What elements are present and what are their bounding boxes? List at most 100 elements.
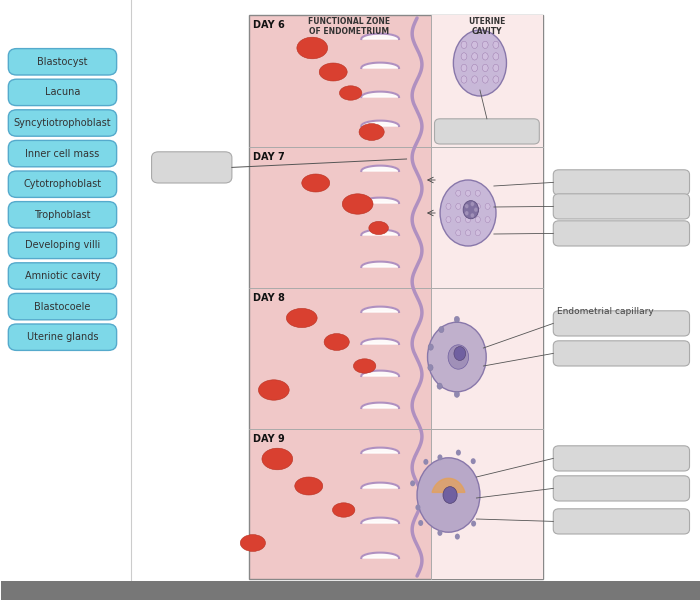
FancyBboxPatch shape: [8, 140, 117, 167]
Ellipse shape: [461, 64, 467, 71]
Text: Cytotrophoblast: Cytotrophoblast: [23, 179, 102, 189]
Polygon shape: [361, 307, 399, 312]
Polygon shape: [361, 262, 399, 267]
Text: Blastocyst: Blastocyst: [37, 57, 88, 67]
Ellipse shape: [493, 41, 499, 49]
FancyBboxPatch shape: [8, 232, 117, 259]
Ellipse shape: [240, 535, 265, 551]
Ellipse shape: [446, 203, 451, 209]
Ellipse shape: [428, 322, 486, 392]
Text: Blastocoele: Blastocoele: [34, 302, 91, 311]
FancyBboxPatch shape: [553, 341, 690, 366]
Polygon shape: [361, 403, 399, 408]
Ellipse shape: [465, 204, 469, 209]
Polygon shape: [361, 166, 399, 171]
Ellipse shape: [463, 200, 479, 219]
Ellipse shape: [482, 41, 488, 49]
Ellipse shape: [485, 203, 490, 209]
Text: Trophoblast: Trophoblast: [34, 210, 91, 220]
Ellipse shape: [475, 217, 480, 223]
Text: DAY 8: DAY 8: [253, 293, 285, 303]
Polygon shape: [361, 553, 399, 558]
FancyBboxPatch shape: [249, 15, 542, 579]
Ellipse shape: [446, 217, 451, 223]
Polygon shape: [361, 34, 399, 39]
Polygon shape: [361, 338, 399, 344]
Ellipse shape: [482, 53, 488, 60]
Ellipse shape: [455, 533, 460, 539]
Text: Amniotic cavity: Amniotic cavity: [25, 271, 100, 281]
FancyBboxPatch shape: [553, 170, 690, 195]
Ellipse shape: [461, 53, 467, 60]
FancyBboxPatch shape: [431, 147, 542, 288]
Text: DAY 7: DAY 7: [253, 152, 285, 162]
Ellipse shape: [295, 477, 323, 495]
Text: Inner cell mass: Inner cell mass: [25, 149, 99, 158]
Text: DAY 9: DAY 9: [253, 434, 285, 444]
Ellipse shape: [417, 458, 480, 532]
Polygon shape: [361, 448, 399, 453]
Ellipse shape: [475, 190, 480, 196]
FancyBboxPatch shape: [431, 288, 542, 429]
FancyBboxPatch shape: [1, 581, 700, 600]
Ellipse shape: [461, 41, 467, 49]
Polygon shape: [361, 371, 399, 376]
Ellipse shape: [369, 221, 389, 235]
Ellipse shape: [428, 364, 433, 371]
Ellipse shape: [418, 520, 424, 526]
Ellipse shape: [466, 230, 470, 236]
FancyBboxPatch shape: [152, 152, 232, 183]
Text: Endometrial capillary: Endometrial capillary: [556, 307, 654, 317]
Polygon shape: [361, 92, 399, 97]
Ellipse shape: [461, 76, 467, 83]
Ellipse shape: [472, 41, 477, 49]
FancyBboxPatch shape: [431, 429, 542, 579]
Ellipse shape: [342, 194, 373, 214]
Ellipse shape: [454, 347, 466, 361]
Ellipse shape: [466, 203, 470, 209]
Polygon shape: [361, 482, 399, 488]
Text: UTERINE
CAVITY: UTERINE CAVITY: [468, 17, 505, 36]
Ellipse shape: [438, 530, 442, 536]
Ellipse shape: [474, 208, 478, 212]
Ellipse shape: [465, 211, 469, 215]
Ellipse shape: [410, 481, 415, 487]
Ellipse shape: [258, 380, 289, 400]
FancyBboxPatch shape: [8, 324, 117, 350]
Ellipse shape: [286, 308, 317, 328]
Polygon shape: [361, 121, 399, 126]
Ellipse shape: [440, 180, 496, 246]
Ellipse shape: [472, 53, 477, 60]
Ellipse shape: [485, 217, 490, 223]
Ellipse shape: [354, 359, 376, 373]
FancyBboxPatch shape: [8, 263, 117, 289]
Ellipse shape: [454, 30, 507, 96]
FancyBboxPatch shape: [8, 49, 117, 75]
Polygon shape: [361, 197, 399, 203]
Ellipse shape: [359, 124, 384, 140]
FancyBboxPatch shape: [553, 446, 690, 471]
Ellipse shape: [482, 76, 488, 83]
FancyBboxPatch shape: [8, 171, 117, 197]
FancyBboxPatch shape: [435, 119, 539, 144]
Ellipse shape: [454, 316, 459, 323]
Ellipse shape: [443, 487, 457, 503]
Ellipse shape: [475, 230, 480, 236]
FancyBboxPatch shape: [553, 311, 690, 336]
Ellipse shape: [471, 521, 476, 527]
Ellipse shape: [448, 345, 468, 369]
Ellipse shape: [319, 63, 347, 81]
Ellipse shape: [466, 190, 470, 196]
Text: FUNCTIONAL ZONE
OF ENDOMETRIUM: FUNCTIONAL ZONE OF ENDOMETRIUM: [308, 17, 391, 36]
Ellipse shape: [456, 230, 461, 236]
Text: Developing villi: Developing villi: [25, 241, 100, 250]
Ellipse shape: [439, 326, 444, 332]
FancyBboxPatch shape: [553, 221, 690, 246]
Ellipse shape: [482, 64, 488, 71]
Polygon shape: [361, 62, 399, 68]
Ellipse shape: [470, 202, 475, 206]
Polygon shape: [432, 478, 465, 493]
Ellipse shape: [470, 213, 475, 218]
FancyBboxPatch shape: [8, 110, 117, 136]
Text: Syncytiotrophoblast: Syncytiotrophoblast: [14, 118, 111, 128]
